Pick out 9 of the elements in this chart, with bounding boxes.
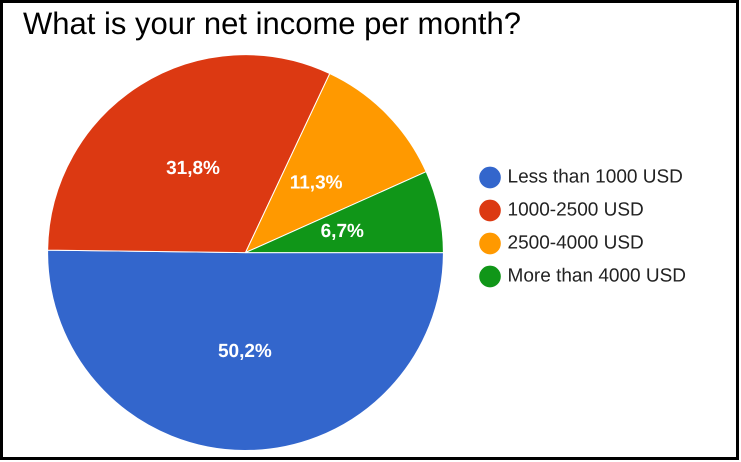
data-label: 11,3% [290,172,343,194]
data-label: 50,2% [218,340,272,362]
chart-title: What is your net income per month? [23,6,521,42]
data-label: 31,8% [166,158,220,179]
legend-label: 1000-2500 USD [508,200,644,221]
legend-label: Less than 1000 USD [508,166,683,188]
legend-label: 2500-4000 USD [508,232,644,254]
legend-label: More than 4000 USD [508,266,686,287]
data-label: 6,7% [320,221,364,242]
